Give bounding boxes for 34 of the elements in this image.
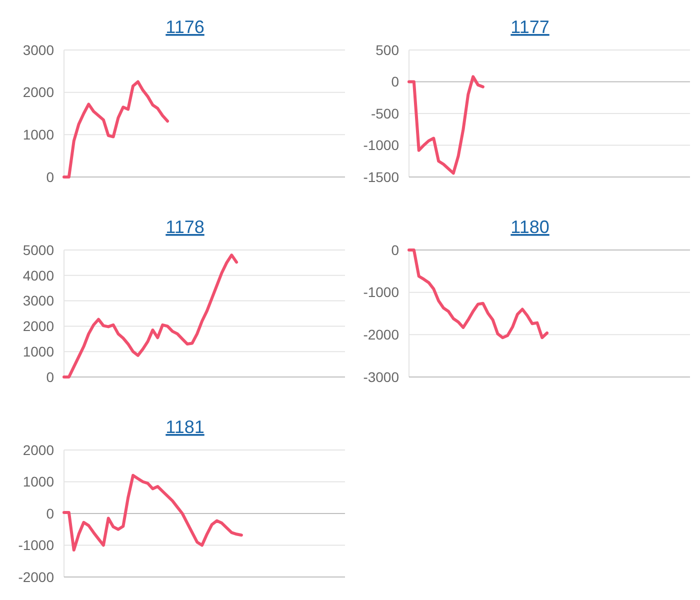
chart-title: 1178 [166, 217, 204, 237]
y-tick-label: 3000 [22, 42, 54, 58]
y-tick-label: 0 [391, 242, 400, 258]
chart-title: 1180 [510, 217, 550, 237]
y-tick-label: 0 [46, 168, 54, 185]
y-tick-label: -1000 [363, 137, 400, 154]
y-tick-label: -2000 [363, 326, 400, 343]
y-tick-label: -1500 [363, 168, 400, 185]
y-tick-label: 4000 [22, 267, 54, 284]
y-tick-label: 2000 [22, 84, 54, 100]
y-tick-label: 0 [391, 74, 400, 90]
y-tick-label: -1000 [18, 537, 54, 554]
y-tick-label: -3000 [363, 368, 400, 385]
line-series [408, 75, 484, 175]
y-tick-label: 1000 [22, 126, 54, 143]
line-series [62, 80, 170, 178]
y-tick-label: 0 [46, 368, 54, 385]
y-tick-label: 1000 [22, 344, 54, 360]
y-tick-label: 5000 [22, 242, 54, 258]
y-tick-label: 2000 [22, 442, 54, 458]
line-series [408, 248, 549, 340]
y-tick-label: 3000 [22, 292, 54, 309]
y-tick-label: 2000 [22, 318, 54, 334]
y-tick-label: 0 [46, 505, 54, 522]
y-tick-label: -1000 [363, 284, 400, 300]
chart-title: 1181 [166, 417, 204, 437]
line-series [62, 474, 243, 552]
y-tick-label: -2000 [18, 568, 54, 585]
y-tick-label: 500 [376, 42, 400, 58]
chart-title: 1176 [166, 17, 204, 37]
y-tick-label: -500 [370, 105, 400, 122]
line-series [62, 254, 238, 378]
chart-title: 1177 [510, 17, 550, 37]
y-tick-label: 1000 [22, 474, 54, 490]
